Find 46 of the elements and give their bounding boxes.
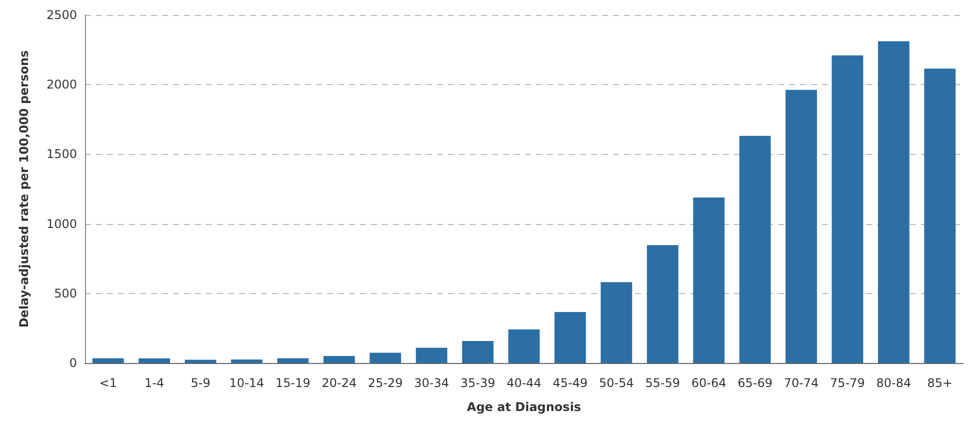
x-tick-label: 40-44: [506, 376, 542, 390]
x-tick-label: 50-54: [598, 376, 634, 390]
y-tick-label: 2500: [46, 8, 77, 22]
x-tick-label: <1: [99, 376, 117, 390]
x-tick-label: 85+: [927, 376, 953, 390]
y-tick-label: 0: [69, 356, 77, 370]
x-tick-label: 30-34: [414, 376, 450, 390]
y-tick-label: 1000: [46, 216, 77, 231]
bar: [508, 329, 540, 363]
x-tick-label: 65-69: [738, 376, 772, 390]
x-tick-label: 20-24: [322, 376, 357, 390]
bar: [184, 360, 216, 363]
x-tick-label: 10-14: [229, 376, 264, 390]
bar: [832, 55, 864, 363]
bar: [138, 358, 170, 363]
bar: [92, 358, 124, 363]
x-tick-label: 75-79: [830, 376, 865, 390]
bar: [416, 348, 448, 363]
x-tick-label: 70-74: [784, 376, 819, 390]
bar: [370, 352, 402, 363]
bar: [231, 360, 262, 363]
bar: [786, 90, 817, 363]
y-tick-label: 1500: [46, 147, 77, 162]
y-tick-label: 2000: [46, 78, 77, 92]
x-tick-label: 80-84: [876, 376, 912, 390]
x-tick-label: 35-39: [460, 376, 496, 390]
bar: [600, 282, 632, 363]
bar: [739, 136, 771, 363]
x-tick-label: 25-29: [368, 376, 403, 390]
bar: [323, 356, 355, 363]
x-tick-label: 5-9: [190, 376, 210, 390]
x-tick-label: 60-64: [691, 376, 726, 390]
bar: [878, 41, 910, 363]
bar: [924, 68, 956, 363]
x-tick-label: 55-59: [645, 376, 680, 390]
x-tick-label: 45-49: [552, 376, 588, 390]
bar: [693, 197, 725, 363]
x-tick-label: 1-4: [144, 376, 164, 390]
bar: [646, 245, 678, 363]
x-tick-label: 15-19: [276, 376, 310, 390]
bar: [554, 312, 586, 363]
y-axis-title: Delay-adjusted rate per 100,000 persons: [17, 50, 31, 328]
bar: [462, 341, 494, 363]
x-axis-title: Age at Diagnosis: [466, 400, 582, 414]
bar: [277, 358, 309, 363]
y-tick-label: 500: [54, 286, 77, 300]
